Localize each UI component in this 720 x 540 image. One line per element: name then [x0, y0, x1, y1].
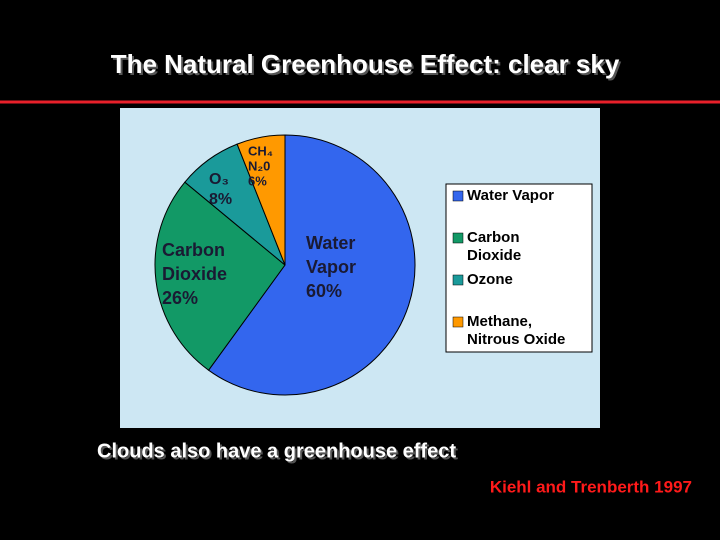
slice-label: Dioxide: [162, 264, 227, 284]
legend-swatch: [452, 232, 464, 244]
legend-swatch: [452, 190, 464, 202]
value-label: 26%: [162, 288, 198, 308]
legend-swatch: [452, 316, 464, 328]
pie-slice: [154, 181, 286, 371]
pie-slice: [236, 134, 286, 266]
value-label: 8%: [209, 191, 232, 208]
slice-label: CH₄: [248, 143, 273, 158]
subtitle: Clouds also have a greenhouse effect: [97, 440, 456, 462]
legend-label: Water Vapor: [467, 187, 554, 204]
value-label: 60%: [306, 281, 342, 301]
pie-slice: [207, 134, 416, 396]
legend-swatch: [452, 274, 464, 286]
slice-label: Water: [306, 233, 355, 253]
slice-label: Vapor: [306, 257, 356, 277]
legend-label: Methane, Nitrous Oxide: [467, 313, 565, 348]
legend-label: Carbon Dioxide: [467, 229, 524, 264]
slice-label: O₃: [209, 171, 229, 188]
legend-label: Ozone: [467, 271, 513, 288]
title-shadow: The Natural Greenhouse Effect: clear sky: [113, 51, 622, 81]
slice-label: N₂0: [248, 158, 270, 173]
slice-label: Carbon: [162, 240, 225, 260]
subtitle-shadow: Clouds also have a greenhouse effect: [99, 442, 458, 464]
chart-title: The Natural Greenhouse Effect: clear sky: [111, 49, 620, 79]
source: Kiehl and Trenberth 1997: [490, 477, 692, 496]
value-label: 6%: [248, 173, 267, 188]
legend: [445, 183, 593, 353]
